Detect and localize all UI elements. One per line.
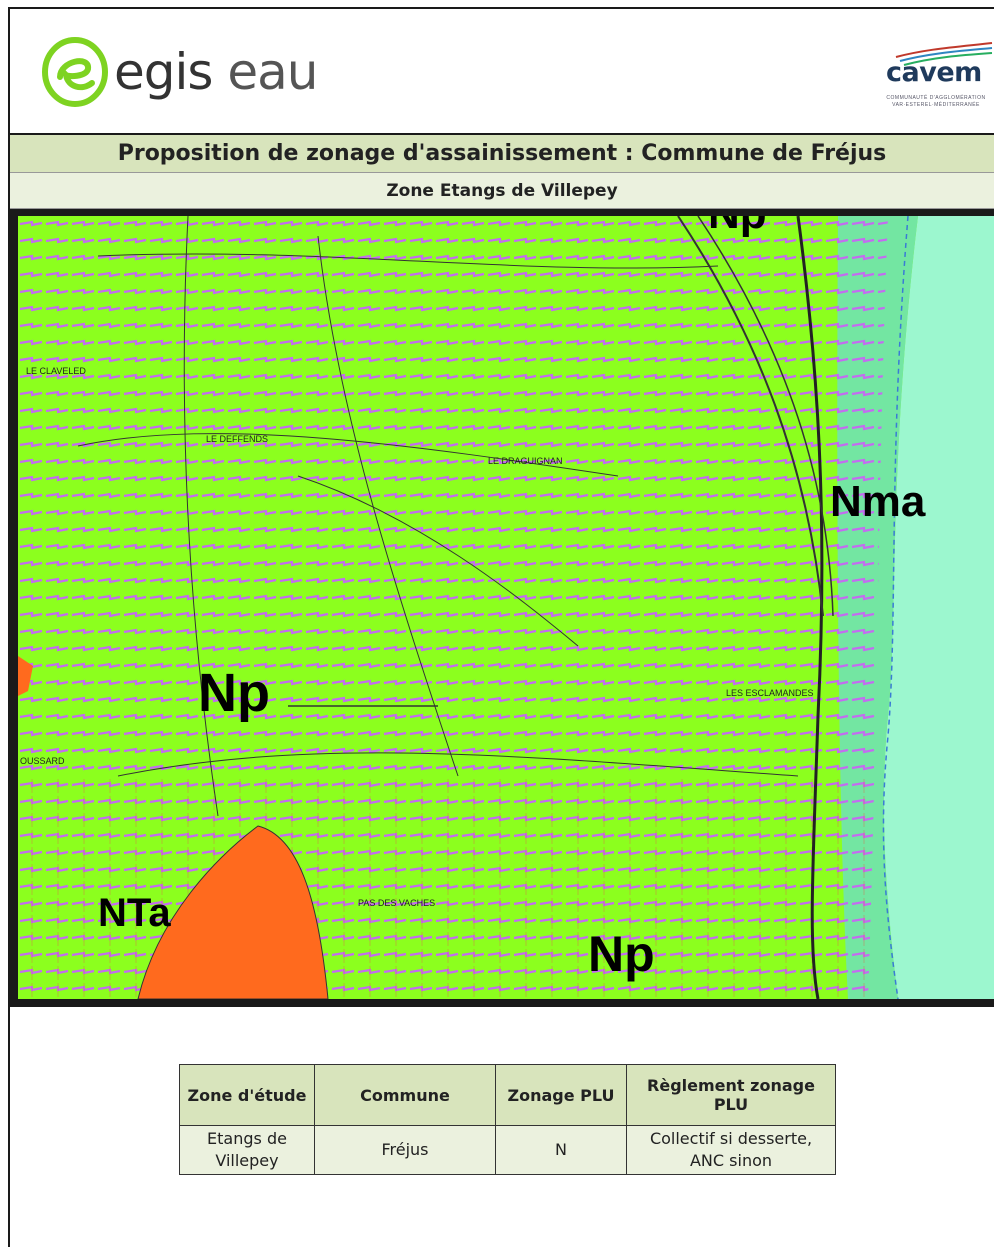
coastline-dashed xyxy=(882,216,909,999)
map-frame: Np Np Np Nma NTa LE CLAVELED LE DEFFENDS… xyxy=(10,209,994,1007)
cell-zone-etude: Etangs de Villepey xyxy=(179,1125,315,1175)
page-title: Proposition de zonage d'assainissement :… xyxy=(117,141,887,166)
road-line-1 xyxy=(796,216,824,999)
map-label-moussard: OUSSARD xyxy=(20,756,65,766)
road-line-2 xyxy=(677,216,824,617)
map-label-np-main: Np xyxy=(198,663,270,723)
title-bar: Proposition de zonage d'assainissement :… xyxy=(10,133,994,173)
egis-e-icon xyxy=(42,37,108,107)
header: egis eau cavem COMMUNAUTÉ D'AGGLOMÉRATIO… xyxy=(10,9,994,133)
subtitle-bar: Zone Etangs de Villepey xyxy=(10,173,994,209)
cell-reglement: Collectif si desserte, ANC sinon xyxy=(626,1125,836,1175)
col-zone-etude: Zone d'étude xyxy=(179,1064,315,1126)
page-subtitle: Zone Etangs de Villepey xyxy=(386,180,618,201)
map-label-pas-des-vaches: PAS DES VACHES xyxy=(358,898,435,908)
map-label-np-bottom: Np xyxy=(588,926,655,982)
boundary-line-4 xyxy=(117,752,799,777)
egis-logo-text: egis eau xyxy=(114,43,318,101)
cell-commune: Fréjus xyxy=(314,1125,496,1175)
table-header-row: Zone d'étude Commune Zonage PLU Règlemen… xyxy=(179,1064,836,1126)
cavem-logo: cavem COMMUNAUTÉ D'AGGLOMÉRATION VAR·EST… xyxy=(876,39,994,119)
col-reglement-zonage-plu: Règlement zonage PLU xyxy=(626,1064,836,1126)
cell-zonage-plu: N xyxy=(495,1125,627,1175)
zoning-map: Np Np Np Nma NTa LE CLAVELED LE DEFFENDS… xyxy=(18,216,994,999)
cavem-subtitle: COMMUNAUTÉ D'AGGLOMÉRATION VAR·ESTEREL·M… xyxy=(886,95,986,108)
map-label-les-esclamandes: LES ESCLAMANDES xyxy=(726,688,814,698)
eau-word: eau xyxy=(227,43,318,101)
boundary-line-1 xyxy=(97,253,719,269)
map-label-np-top: Np xyxy=(708,216,767,238)
boundary-line-5 xyxy=(183,216,219,817)
col-commune: Commune xyxy=(314,1064,496,1126)
cavem-word: cavem xyxy=(886,57,982,88)
table-row: Etangs de Villepey Fréjus N Collectif si… xyxy=(179,1125,836,1175)
boundary-line-3 xyxy=(297,475,579,647)
sea-area xyxy=(883,216,994,999)
hatch-red-overlay xyxy=(18,776,878,999)
map-label-le-draguignan: LE DRAGUIGNAN xyxy=(488,456,563,466)
zoning-table: Zone d'étude Commune Zonage PLU Règlemen… xyxy=(179,1064,836,1175)
col-zonage-plu: Zonage PLU xyxy=(495,1064,627,1126)
boundary-line-2 xyxy=(77,433,619,477)
urban-zone-nta xyxy=(137,825,329,999)
map-label-nma: Nma xyxy=(830,477,926,526)
map-label-le-deffends: LE DEFFENDS xyxy=(206,434,268,444)
page-frame xyxy=(8,7,994,1247)
map-label-nta: NTa xyxy=(98,891,171,935)
egis-word: egis xyxy=(114,43,213,101)
road-line-3 xyxy=(697,216,834,617)
urban-zone-left xyxy=(18,656,33,696)
map-label-le-claveled: LE CLAVELED xyxy=(26,366,86,376)
cavem-swoosh-icon xyxy=(895,42,993,66)
egis-eau-logo: egis eau xyxy=(40,37,318,107)
boundary-line-6 xyxy=(317,235,459,777)
